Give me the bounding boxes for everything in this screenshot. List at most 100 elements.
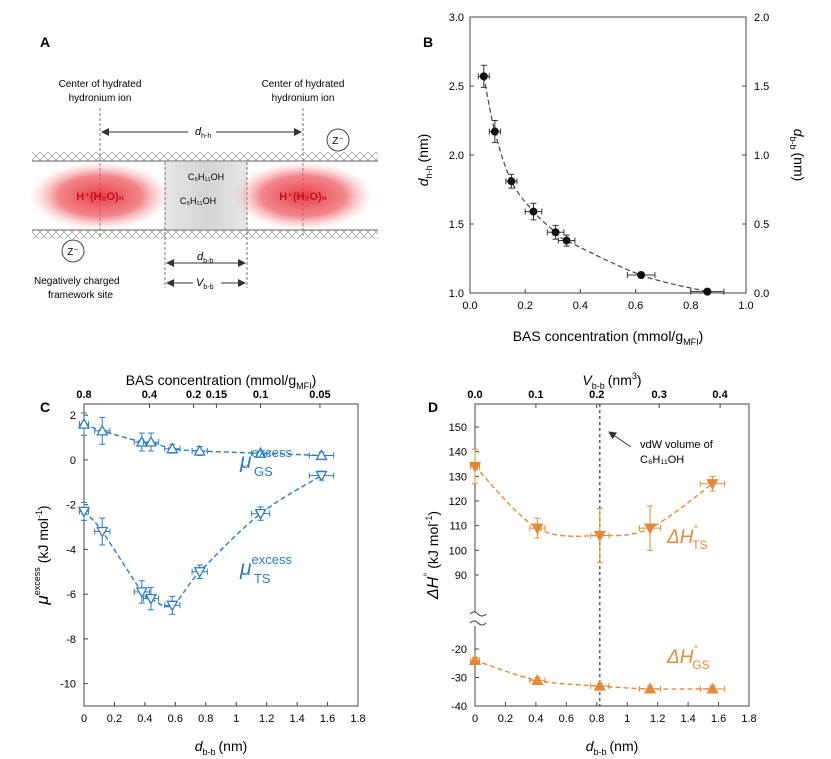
- panel-d-s1-marker: [531, 674, 544, 685]
- panel-c-x-tick-label: 1.6: [320, 713, 335, 725]
- panel-d-top-tick-label: 0.0: [467, 389, 482, 401]
- panel-d-top-xlabel: Vb-b (nm3): [582, 371, 641, 391]
- panel-c-xlabel: db-b (nm): [195, 738, 248, 757]
- panel-c-s0-marker: [254, 446, 267, 458]
- ion-label-right: H⁺(H₂O)ₙ: [279, 191, 326, 203]
- dbb-label-bg: [193, 250, 221, 262]
- panel-b-xlabel: BAS concentration (mmol/gMFI): [513, 328, 704, 347]
- panel-c-x-tick-label: 1: [233, 713, 239, 725]
- panel-c-top-xlabel: BAS concentration (mmol/gMFI): [126, 372, 317, 391]
- panel-c-s0-marker: [77, 417, 91, 429]
- panel-c-s0-marker: [166, 442, 179, 454]
- panel-c-top-tick-label: 0.4: [142, 389, 158, 401]
- panel-d-y-tick-label: 110: [449, 521, 467, 533]
- panel-c-y-tick-label: -6: [66, 589, 76, 601]
- panel-d-top-tick-label: 0.1: [528, 389, 543, 401]
- panel-b-y2-tick-label: 1.5: [754, 81, 769, 93]
- z-label-bottom: Z⁻: [67, 247, 78, 258]
- panel-b-point: [637, 271, 646, 280]
- panel-c-x-tick-label: 0.4: [137, 713, 152, 725]
- panel-d-ts-curve: [474, 465, 713, 537]
- panel-c-s1-marker: [77, 506, 91, 518]
- panel-c-label: C: [40, 399, 50, 415]
- panel-b-point: [551, 228, 560, 237]
- hydronium-ion-right: [233, 162, 373, 230]
- panel-d-s0-marker: [468, 461, 482, 473]
- panel-c-y-tick-label: -4: [66, 544, 76, 556]
- panel-c-x-tick-label: 1.4: [289, 713, 304, 725]
- panel-b-y2-ticks: 0.0 0.5 1.0 1.5 2.0: [742, 12, 769, 300]
- panel-c-points: [77, 412, 335, 615]
- panel-c-top-tick-label: 0.15: [206, 389, 227, 401]
- panel-d-top-ticks: 0.0 0.1 0.2 0.3 0.4: [467, 389, 729, 408]
- panel-b-y2-tick-label: 1.0: [754, 150, 769, 162]
- panel-c-y-tick-label: 0: [70, 455, 76, 467]
- panel-c-y-ticks: -10 -8 -6 -4 -2 0 2: [60, 410, 88, 691]
- panel-d-axis-break: [469, 611, 487, 626]
- panel-b-y-tick-label: 1.0: [449, 288, 464, 300]
- panel-c-x-tick-label: 1.8: [350, 713, 365, 725]
- panel-d-x-tick-label: 1.6: [711, 713, 726, 725]
- panel-d-s0-marker: [593, 530, 606, 542]
- panel-b-y2-tick-label: 0.0: [754, 288, 769, 300]
- panel-d-y-ticks: 90 100 110 120 130 140 150 -40 -30 -20: [449, 422, 479, 713]
- panel-c-x-tick-label: 0.8: [198, 713, 213, 725]
- panel-c-ts-legend: μexcess TS: [239, 552, 292, 586]
- panel-d-ts-legend: ΔH° TS: [666, 522, 708, 552]
- panel-d-x-tick-label: 1.4: [680, 713, 695, 725]
- center-right-line2: hydronium ion: [272, 93, 335, 104]
- panel-d-y-tick-label: 120: [449, 496, 467, 508]
- panel-b-y-tick-label: 2.5: [449, 81, 464, 93]
- panel-d-annotation-line1: vdW volume of: [640, 439, 714, 451]
- panel-b-point: [562, 236, 571, 245]
- panel-d-x-tick-label: 1: [624, 713, 630, 725]
- panel-d-s0-marker: [643, 523, 657, 535]
- panel-c-top-tick-label: 0.8: [76, 389, 91, 401]
- center-left-line1: Center of hydrated: [59, 79, 142, 90]
- panel-d-ylabel: ΔH°(kJ mol-1): [423, 511, 442, 600]
- panel-c-y-tick-label: -2: [66, 500, 76, 512]
- vbb-label: Vb-b: [196, 277, 214, 291]
- panel-b-y-ticks: 1.0 1.5 2.0 2.5 3.0: [449, 12, 474, 300]
- panel-b-point: [479, 72, 488, 81]
- panel-a: A Center of hydrated hydronium ion Cente…: [30, 34, 378, 301]
- panel-b-ylabel: dh-h(nm): [415, 134, 434, 187]
- panel-d-x-ticks: 0 0.2 0.4 0.6 0.8 1 1.2 1.4 1.6 1.8: [472, 702, 757, 725]
- panel-d-s1-marker: [643, 682, 657, 694]
- panel-b-x-tick-label: 0.8: [683, 300, 698, 312]
- panel-c-s1-marker: [144, 593, 158, 605]
- panel-d-xlabel: db-b (nm): [586, 738, 639, 757]
- panel-d-y-tick-label: -40: [451, 701, 467, 713]
- panel-d-x-tick-label: 0.2: [498, 713, 513, 725]
- panel-b-points: [477, 64, 725, 296]
- panel-d-axis-break-bg: [470, 612, 482, 626]
- panel-d-x-tick-label: 0: [472, 713, 478, 725]
- panel-c-top-tick-label: 0.1: [253, 389, 268, 401]
- framework-site-bottom: [61, 239, 85, 263]
- molecule-label-bottom: C₆H₁₁OH: [180, 196, 216, 206]
- panel-b: B 0.0 0.2 0.4 0.6 0.8 1.0 1.0 1.5 2.0 2.5 3.0 0.0…: [415, 12, 807, 347]
- panel-d-top-tick-label: 0.2: [589, 389, 604, 401]
- panel-c-ts-curve: [83, 474, 322, 608]
- panel-b-x-tick-label: 0.4: [573, 300, 588, 312]
- panel-d-s1-marker: [706, 682, 719, 694]
- molecule-label-top: C₆H₁₁OH: [188, 172, 224, 182]
- panel-c-s1-marker: [135, 587, 148, 599]
- panel-c-s1-marker: [254, 508, 267, 520]
- panel-b-y-tick-label: 2.0: [449, 150, 464, 162]
- panel-b-x-tick-label: 0.2: [518, 300, 533, 312]
- panel-c-plot-frame: [83, 403, 359, 707]
- hydronium-ion-left: [30, 162, 170, 230]
- panel-d-s0-marker: [531, 523, 544, 535]
- panel-d-y-tick-label: 130: [449, 471, 467, 483]
- panel-c-x-tick-label: 0.2: [107, 713, 122, 725]
- panel-c-s0-marker: [96, 424, 109, 436]
- panel-b-label: B: [423, 34, 433, 50]
- framework-wall-bottom: [32, 230, 378, 239]
- panel-d-x-tick-label: 0.8: [589, 713, 604, 725]
- panel-c-x-ticks: 0 0.2 0.4 0.6 0.8 1 1.2 1.4 1.6 1.8: [81, 702, 366, 725]
- panel-c-s0-marker: [315, 449, 328, 461]
- panel-d-y-tick-label: 100: [449, 545, 467, 557]
- panel-d-gs-legend: ΔH° GS: [666, 642, 710, 672]
